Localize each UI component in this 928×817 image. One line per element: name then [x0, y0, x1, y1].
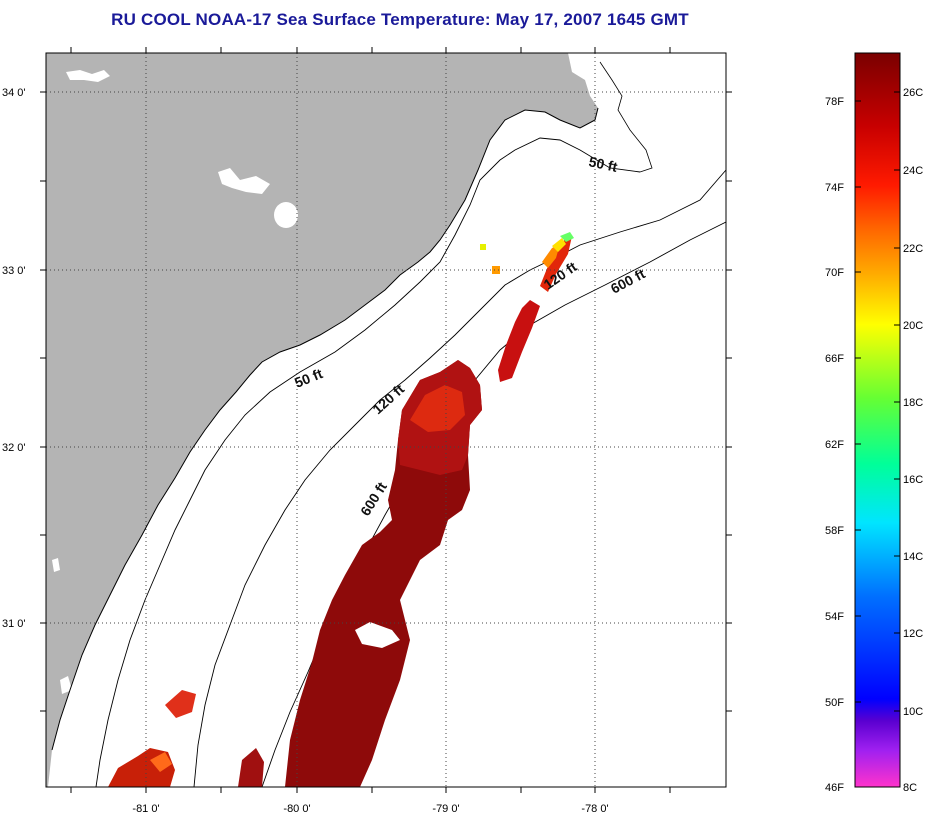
colorbar-f-label: 54F	[825, 611, 844, 623]
contour-label: 50 ft	[587, 153, 619, 175]
colorbar-f-label: 50F	[825, 697, 844, 709]
colorbar-c-label: 14C	[903, 551, 923, 563]
lon-label: -80 0'	[283, 803, 310, 815]
map-frame	[45, 52, 727, 788]
colorbar-f-labels: 78F 74F 70F 66F 62F 58F 54F 50F 46F	[825, 96, 844, 794]
colorbar-c-label: 18C	[903, 397, 923, 409]
colorbar-c-label: 10C	[903, 706, 923, 718]
colorbar-f-label: 78F	[825, 96, 844, 108]
colorbar-c-label: 12C	[903, 628, 923, 640]
colorbar-ticks	[855, 91, 900, 712]
lat-label: 34 0'	[2, 87, 26, 99]
lat-label: 33 0'	[2, 265, 26, 277]
colorbar-c-label: 24C	[903, 165, 923, 177]
colorbar-c-label: 22C	[903, 243, 923, 255]
colorbar-c-labels: 26C 24C 22C 20C 18C 16C 14C 12C 10C 8C	[903, 87, 923, 794]
lat-label: 31 0'	[2, 618, 26, 630]
land-lakes	[52, 70, 298, 694]
contour-120ft	[193, 169, 726, 787]
colorbar-c-label: 26C	[903, 87, 923, 99]
colorbar-c-label: 16C	[903, 474, 923, 486]
map-title: RU COOL NOAA-17 Sea Surface Temperature:…	[111, 10, 689, 29]
colorbar-f-label: 58F	[825, 525, 844, 537]
colorbar-f-label: 62F	[825, 439, 844, 451]
colorbar-f-label: 74F	[825, 182, 844, 194]
colorbar-c-label: 8C	[903, 782, 917, 794]
sst-swath	[108, 232, 574, 787]
coastline	[51, 107, 599, 751]
lon-label: -81 0'	[132, 803, 159, 815]
lat-lon-grid	[46, 53, 726, 787]
land-area	[46, 53, 598, 787]
contour-50ft	[95, 137, 641, 787]
lon-label: -78 0'	[581, 803, 608, 815]
colorbar-f-label: 70F	[825, 267, 844, 279]
lat-label: 32 0'	[2, 442, 26, 454]
colorbar-c-label: 20C	[903, 320, 923, 332]
lon-label: -79 0'	[432, 803, 459, 815]
colorbar-f-label: 46F	[825, 782, 844, 794]
axis-ticks	[40, 47, 732, 793]
colorbar-f-label: 66F	[825, 353, 844, 365]
colorbar	[854, 52, 901, 788]
